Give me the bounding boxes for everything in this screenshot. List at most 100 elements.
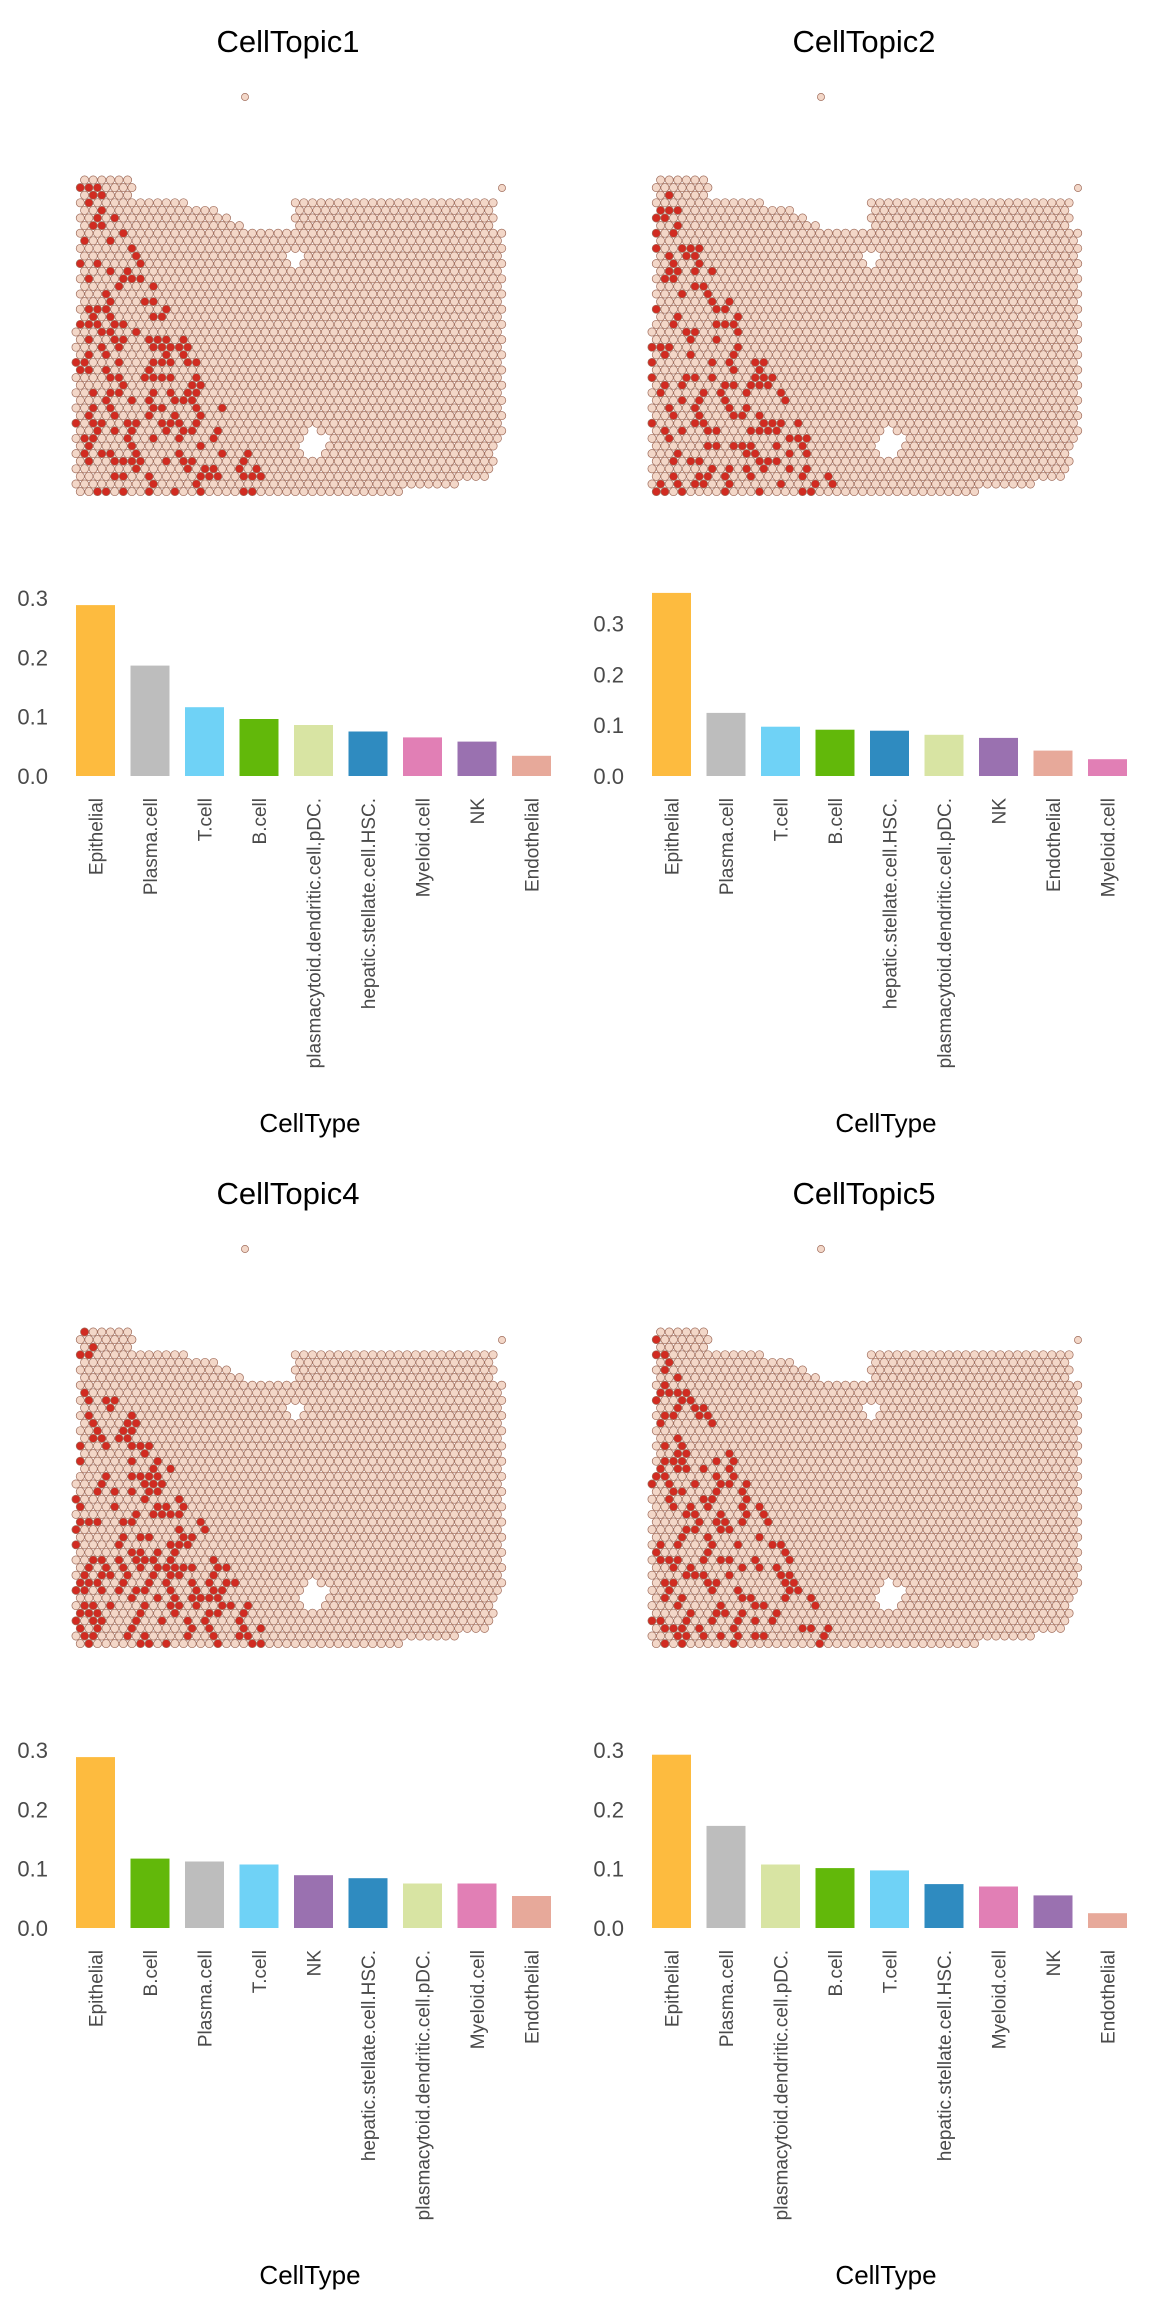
spot [703,259,713,269]
spot [144,441,154,451]
spot [1000,357,1010,367]
spot [991,266,1001,276]
spot [398,1479,408,1489]
spot [462,1380,472,1390]
spot [957,251,967,261]
spot [935,274,945,284]
spot [712,274,721,284]
spot [299,243,309,253]
spot [200,297,210,307]
spot [385,487,395,497]
spot [428,213,438,223]
spot [793,251,803,261]
spot [961,289,971,299]
spot [333,274,343,284]
spot [1038,304,1048,314]
spot [1038,350,1048,360]
spot-high [127,426,137,436]
spot [174,464,184,474]
spot [1034,312,1044,322]
spot [338,266,348,276]
spot [772,243,782,253]
spot [114,1403,124,1413]
spot [368,228,378,238]
spot [798,243,807,253]
spot [187,1365,197,1375]
spot [746,243,756,253]
spot [166,1357,176,1367]
spot [363,403,373,413]
spot [308,365,317,375]
bar [706,712,746,776]
spot [252,479,262,489]
spot [398,1433,408,1443]
spot [991,433,1001,443]
spot [957,464,967,474]
spot [333,1395,343,1405]
spot [879,312,889,322]
spot [449,1373,459,1383]
spot [88,251,98,261]
spot [144,1456,154,1466]
spot [780,487,790,497]
spot [187,304,197,314]
spot [737,274,747,284]
spot [153,259,163,269]
spot [1068,373,1078,383]
spot [363,388,373,398]
spot [1034,327,1044,337]
spot [209,1388,219,1398]
spot [884,456,893,466]
spot [320,388,330,398]
spot-high [127,1456,137,1466]
spot [316,1456,326,1466]
spot [767,312,777,322]
spot-high [673,205,683,215]
spot [282,1426,292,1436]
spot [664,221,674,231]
spot [836,479,846,489]
spot-high [699,388,709,398]
spot [123,251,133,261]
spot [484,403,494,413]
spot [114,1388,124,1398]
spot [991,236,1001,246]
spot [406,464,416,474]
spot [918,259,928,269]
spot [256,1426,266,1436]
spot [260,357,270,367]
spot [110,228,120,238]
spot [918,456,928,466]
spot-high [88,1418,98,1428]
spot [888,357,898,367]
spot [432,479,442,489]
spot [346,1509,356,1519]
spot [303,1494,313,1504]
spot [965,464,975,474]
spot [449,1464,459,1474]
spot [776,357,786,367]
spot [1064,198,1074,208]
spot [497,304,507,314]
spot [866,487,876,497]
spot [320,1418,330,1428]
spot [995,395,1005,405]
spot [699,266,709,276]
spot [1043,327,1053,337]
spot [136,228,145,238]
spot [179,259,188,269]
spot [303,1479,313,1489]
spot [952,487,962,497]
spot [213,487,223,497]
spot [437,411,446,421]
spot [127,198,137,208]
spot [385,1456,395,1466]
spot [166,327,176,337]
spot [338,281,348,291]
spot [952,441,962,451]
spot [961,487,971,497]
spot [961,395,971,405]
spot [209,297,219,307]
spot [157,205,167,215]
